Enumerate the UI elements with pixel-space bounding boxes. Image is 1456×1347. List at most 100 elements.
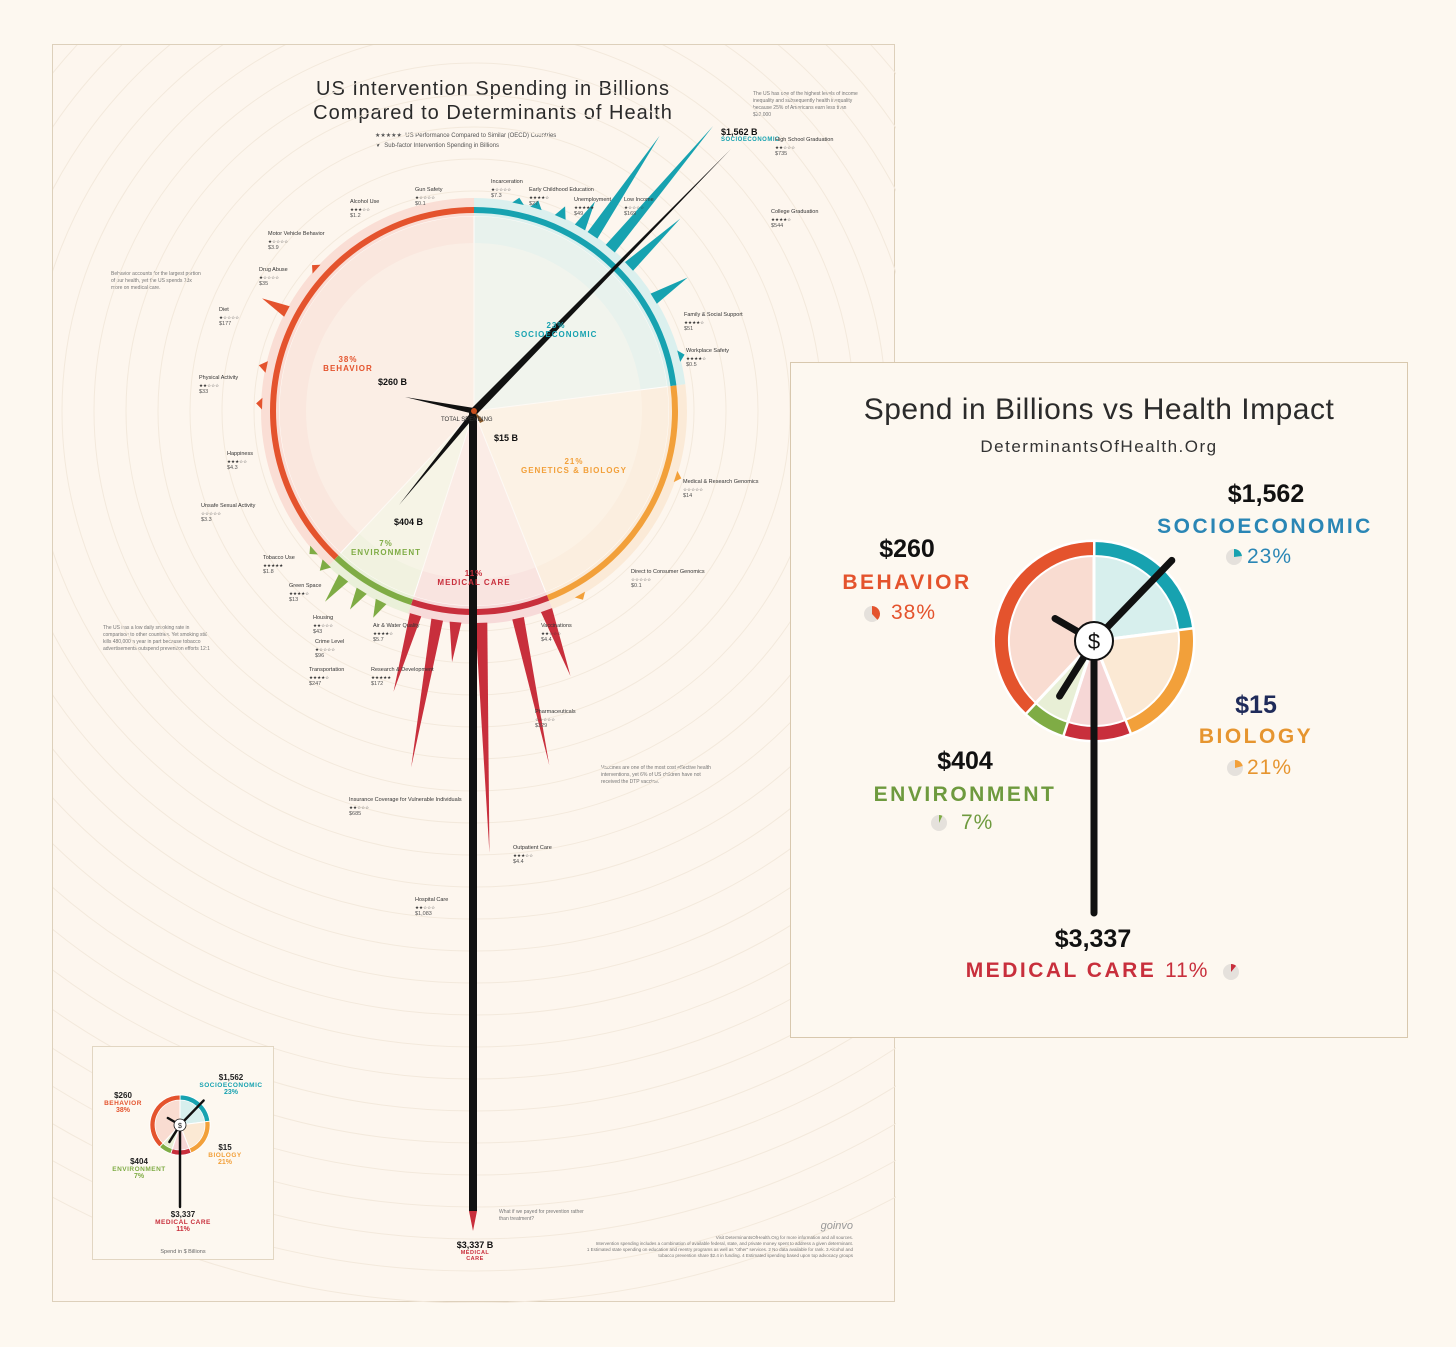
medical-spike [475, 622, 490, 853]
inset-panel: Spend in Billions vs Health Impact Deter… [790, 362, 1408, 1038]
star-rating-icon: ★★★★☆ [771, 217, 792, 222]
star-rating-icon: ★★★★★ [371, 675, 392, 680]
dollar-symbol: $ [178, 1123, 182, 1130]
subfactor-name: High School Graduation [775, 137, 834, 143]
star-rating-icon: ★☆☆☆☆ [624, 205, 645, 210]
star-rating-icon: ☆☆☆☆☆ [201, 511, 222, 516]
socioeconomic-spend: $1,562 B SOCIOECONOMIC [721, 127, 780, 143]
behavior-spike [262, 298, 290, 317]
star-rating-icon: ★★★☆☆ [513, 853, 534, 858]
inset-subtitle: DeterminantsOfHealth.Org [980, 437, 1218, 456]
subfactor-name: College Graduation [771, 209, 819, 215]
behavior-spike [258, 361, 268, 373]
background-ring [53, 1122, 896, 1240]
subfactor-value: $247 [309, 681, 322, 687]
behavior-spend: $260 B [378, 377, 408, 387]
subfactor-value: $1,083 [415, 911, 432, 917]
medical-spend-line [469, 411, 477, 1211]
inset-chart: $ [864, 539, 1243, 980]
note-prevention: What if we payed for prevention rather t… [499, 1209, 584, 1222]
subfactor-name: Unemployment [574, 197, 611, 203]
subfactor-value: $685 [349, 811, 362, 817]
subfactor-value: $3.3 [201, 517, 212, 523]
biology-spike [574, 591, 586, 600]
inset-med-pct: 11% [1165, 959, 1209, 982]
subfactor-label: High School Graduation ★★☆☆☆ $735 [775, 137, 833, 158]
socioeconomic-spike [587, 135, 660, 239]
star-rating-icon: ★☆☆☆☆ [259, 275, 280, 280]
inset-bio-name: BIOLOGY [1198, 725, 1314, 748]
behavior-pie-ring [149, 1094, 181, 1148]
mini-medical: $3,337 MEDICAL CARE 11% [155, 1210, 211, 1233]
behavior-spend-line [405, 397, 474, 414]
subfactor-value: $96 [315, 653, 325, 659]
subfactor-name: Housing [313, 615, 334, 621]
legend-spend: ▼ Sub-factor Intervention Spending in Bi… [375, 143, 500, 149]
dollar-icon [1074, 621, 1114, 661]
behavior-spike [256, 397, 263, 410]
subfactor-label: Diet ★☆☆☆☆ $177 [219, 307, 239, 328]
subfactor-name: Unsafe Sexual Activity [201, 503, 256, 509]
star-rating-icon: ★★★★★ [574, 205, 595, 210]
inset-bio-amount: $15 [1235, 691, 1277, 719]
star-rating-icon: ★★★★☆ [529, 195, 550, 200]
medical-label: 11% MEDICAL CARE [437, 569, 511, 587]
star-rating-icon: ★★★☆☆ [350, 207, 371, 212]
inset-socio-name: SOCIOECONOMIC [1157, 515, 1373, 538]
inset-med-amount: $3,337 [1054, 925, 1132, 953]
subfactor-value: $172 [371, 681, 384, 687]
subfactor-value: $33 [199, 389, 209, 395]
subfactor-value: $0.1 [415, 201, 426, 207]
poster-title: US Intervention Spending in Billions Com… [313, 78, 673, 124]
star-rating-icon: ☆☆☆☆☆ [535, 717, 556, 722]
inset-title: Spend in Billions vs Health Impact [863, 393, 1335, 426]
subfactor-label: Incarceration ★☆☆☆☆ $7.3 [491, 179, 523, 200]
medical-ring-arc [410, 595, 550, 616]
note-smoking: The US has a low daily smoking rate in c… [103, 625, 210, 652]
subfactor-label: Unsafe Sexual Activity ☆☆☆☆☆ $3.3 [201, 503, 255, 524]
subfactor-name: Hospital Care [415, 897, 449, 903]
socioeconomic-label: 23% SOCIOECONOMIC [514, 321, 598, 339]
subfactor-label: Gun Safety ★☆☆☆☆ $0.1 [415, 187, 443, 208]
subfactor-label: Insurance Coverage for Vulnerable Indivi… [349, 797, 462, 818]
subfactor-value: $27 [529, 201, 539, 207]
subfactor-label: Research & Development ★★★★★ $172 [371, 667, 434, 688]
subfactor-name: Research & Development [371, 667, 434, 673]
mini-environment: $404 ENVIRONMENT 7% [112, 1157, 166, 1180]
subfactor-label: Low Income ★☆☆☆☆ $169 [624, 197, 654, 218]
subfactor-name: Drug Abuse [259, 267, 288, 273]
behavior-inner-wedge [278, 215, 475, 554]
subfactor-name: Medical & Research Genomics [683, 479, 759, 485]
subfactor-label: Early Childhood Education ★★★★☆ $27 [529, 187, 594, 208]
star-rating-icon: ★★★★☆ [309, 675, 330, 680]
subfactor-name: Air & Water Quality [373, 623, 420, 629]
inset-behavior-name: BEHAVIOR [842, 571, 972, 594]
subfactor-label: Motor Vehicle Behavior ★☆☆☆☆ $3.9 [268, 231, 325, 252]
inset-med-name: MEDICAL CARE [965, 959, 1157, 982]
environment-spend: $404 B [394, 517, 424, 527]
environment-ring-arc [334, 555, 413, 606]
subfactor-value: $43 [313, 629, 323, 635]
subfactor-value: $49 [574, 211, 584, 217]
socioeconomic-spike [677, 350, 685, 362]
center-dot [471, 408, 477, 414]
medical-spend: $3,337 B MEDICAL CARE [456, 1240, 494, 1262]
brand-logo: goinvo [820, 1220, 853, 1232]
medical-spike [540, 608, 571, 676]
mini-socioeconomic: $1,562 SOCIOECONOMIC 23% [199, 1073, 263, 1096]
subfactor-label: Direct to Consumer Genomics ☆☆☆☆☆ $0.1 [631, 569, 705, 590]
mini-chart: $ [149, 1094, 211, 1209]
star-rating-icon: ★★★☆☆ [227, 459, 248, 464]
inset-socio-amount: $1,562 [1227, 480, 1305, 508]
behavior-spike [311, 264, 321, 274]
environment-spike [319, 559, 332, 571]
behavior-pct-pie-icon [872, 606, 880, 620]
spike-icon: ▼ [375, 143, 381, 149]
socioeconomic-spike [650, 277, 688, 304]
star-rating-icon: ★★☆☆☆ [541, 631, 562, 636]
star-rating-icon: ★☆☆☆☆ [268, 239, 289, 244]
subfactor-value: $4.4 [513, 859, 524, 865]
subfactor-label: Outpatient Care ★★★☆☆ $4.4 [513, 845, 552, 866]
medical-spike [411, 618, 444, 768]
subfactor-value: $329 [535, 723, 548, 729]
